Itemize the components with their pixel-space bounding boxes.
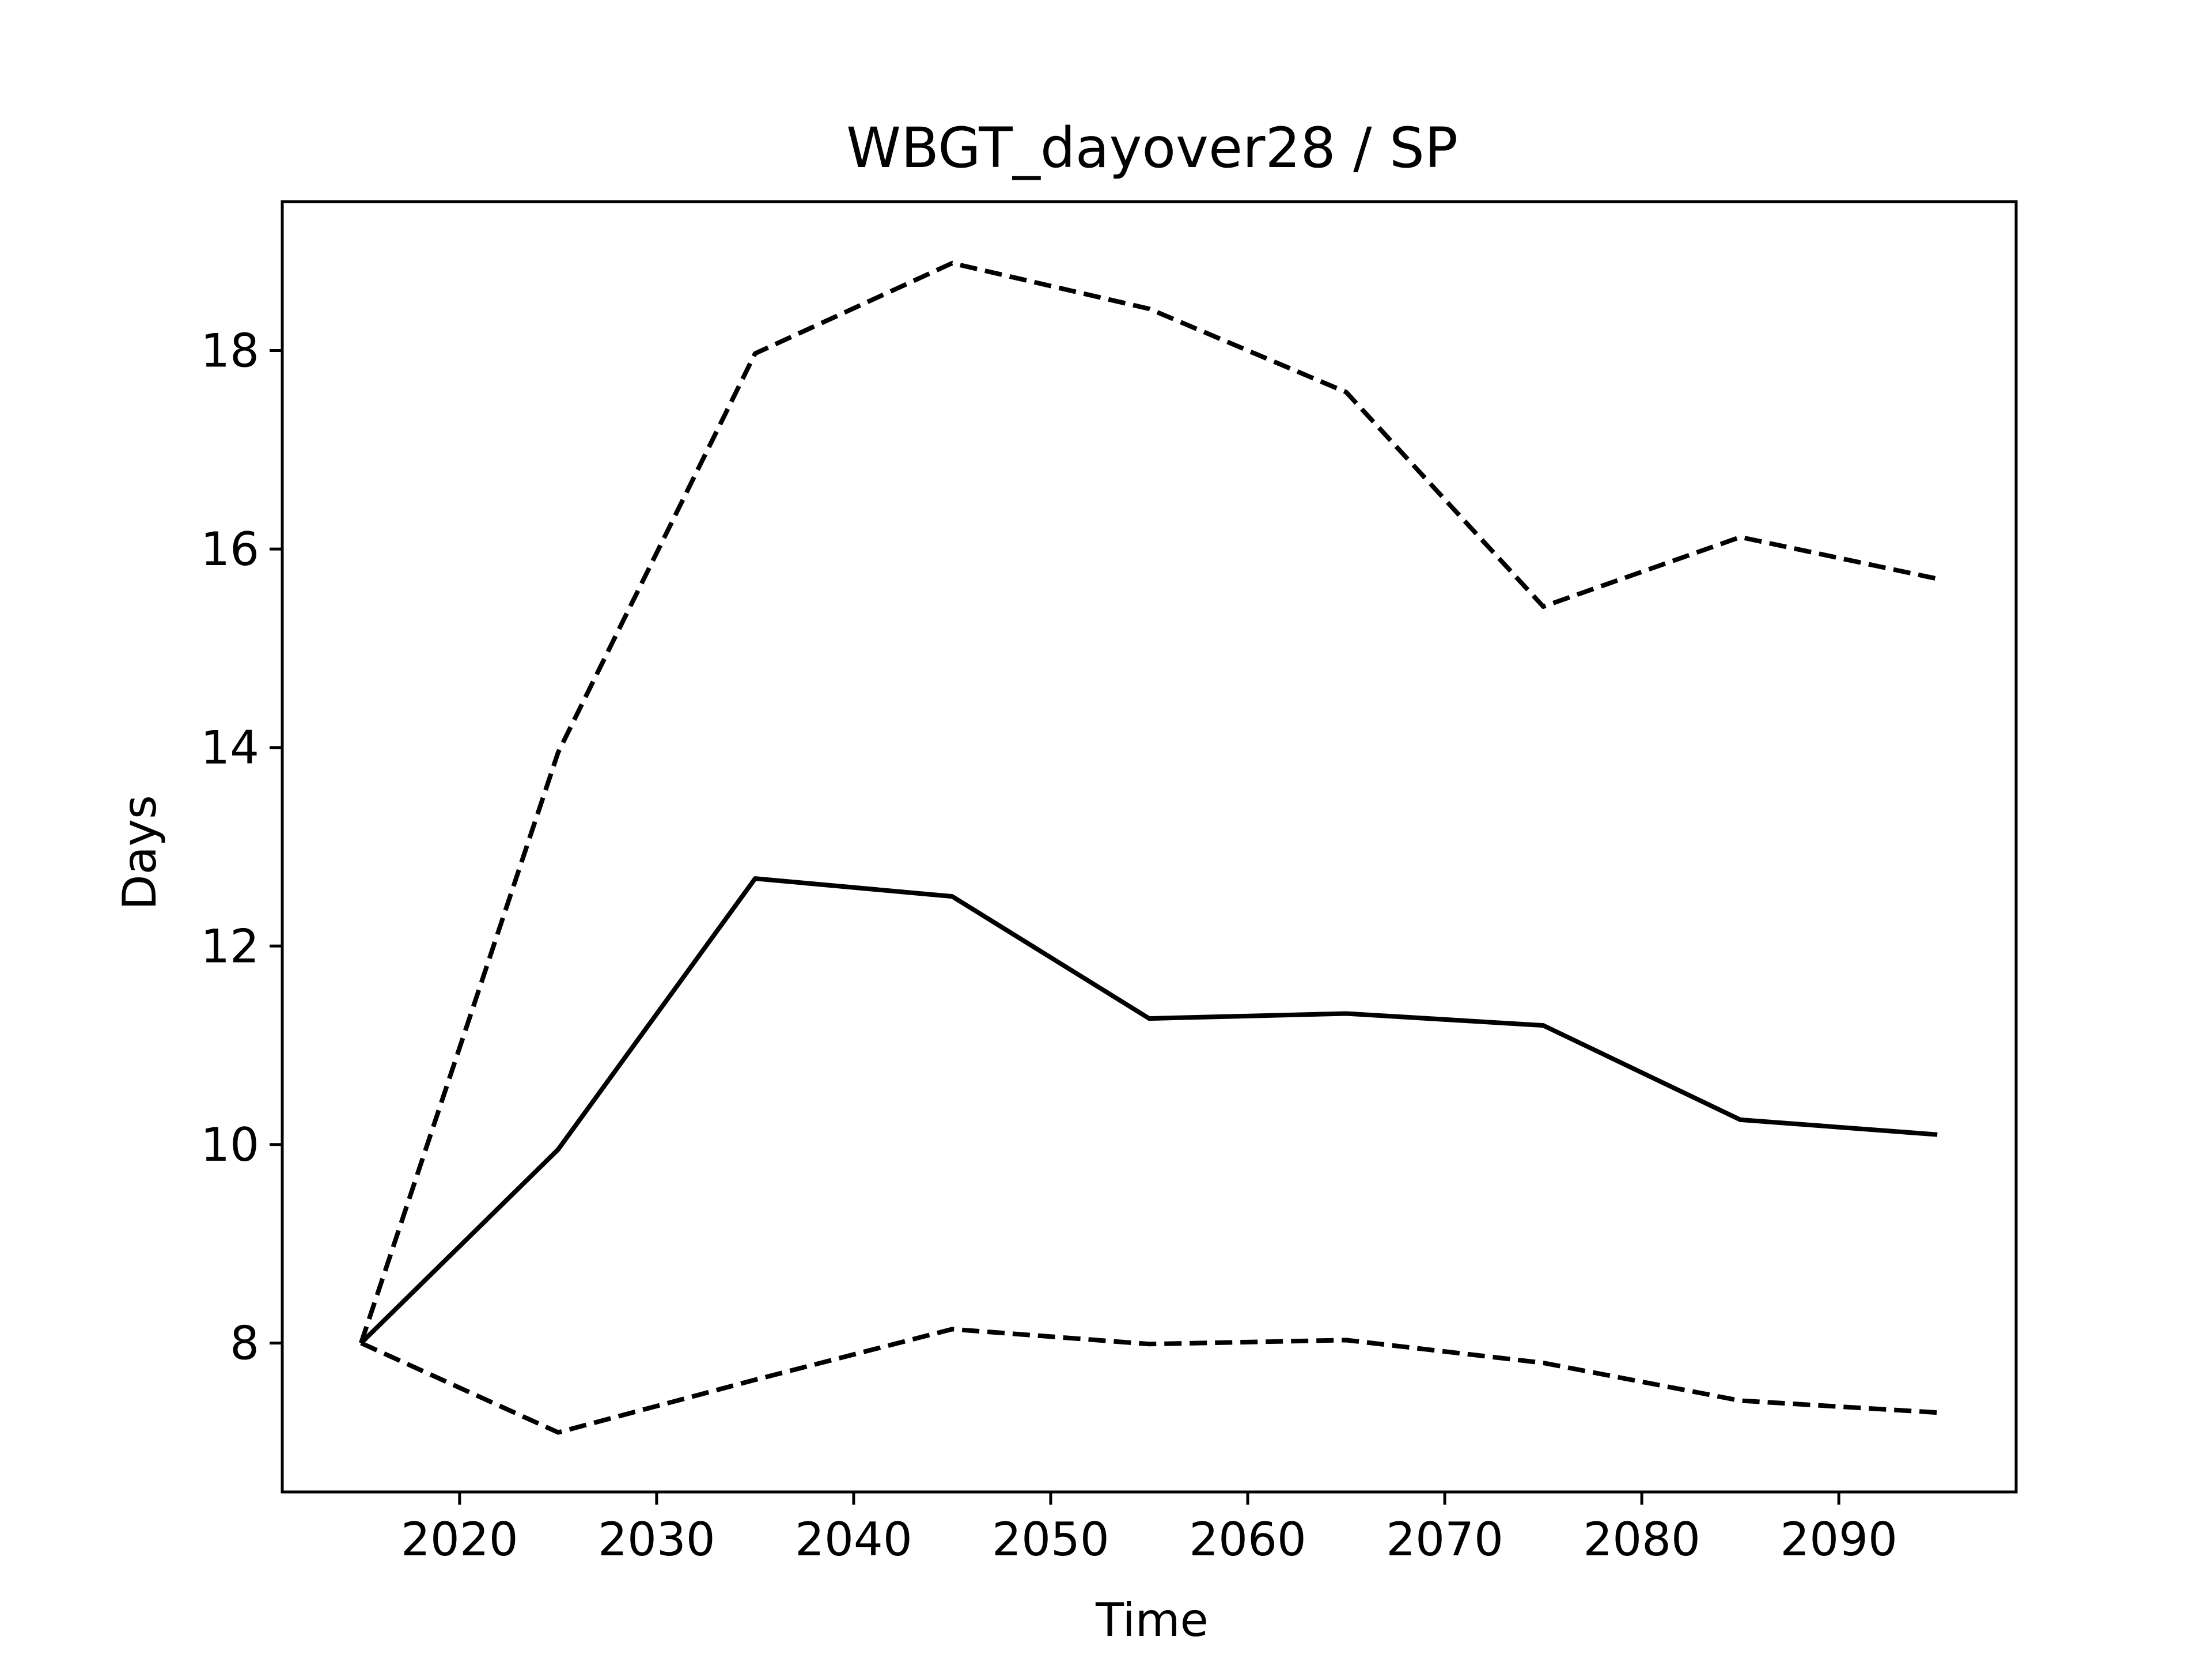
y-tick-label: 8 — [230, 1317, 259, 1370]
x-tick-label: 2040 — [795, 1513, 912, 1566]
y-axis-label: Days — [113, 795, 166, 910]
series-lines — [359, 260, 1938, 1435]
axis-ticks: 2020 2030 2040 2050 2060 2070 2080 2090 8 10 12 14 1… — [200, 324, 1897, 1566]
y-tick-label: 18 — [200, 324, 259, 377]
series-line-3 — [360, 1327, 1938, 1435]
x-axis-label: Time — [1095, 1593, 1209, 1647]
y-tick-label: 12 — [200, 919, 259, 973]
chart-title: WBGT_dayover28 / SP — [846, 116, 1458, 180]
x-tick-label: 2070 — [1386, 1513, 1503, 1566]
x-tick-label: 2080 — [1583, 1513, 1700, 1566]
x-tick-label: 2030 — [598, 1513, 715, 1566]
series-line-2 — [359, 876, 1938, 1345]
series-line-1 — [359, 260, 1938, 1344]
y-tick-label: 14 — [200, 721, 259, 775]
x-tick-label: 2050 — [992, 1513, 1109, 1566]
x-tick-label: 2060 — [1189, 1513, 1306, 1566]
y-tick-label: 10 — [200, 1118, 259, 1172]
y-tick-label: 16 — [200, 522, 259, 576]
x-tick-label: 2020 — [401, 1513, 518, 1566]
x-tick-label: 2090 — [1780, 1513, 1897, 1566]
plot-frame — [281, 200, 2018, 1494]
